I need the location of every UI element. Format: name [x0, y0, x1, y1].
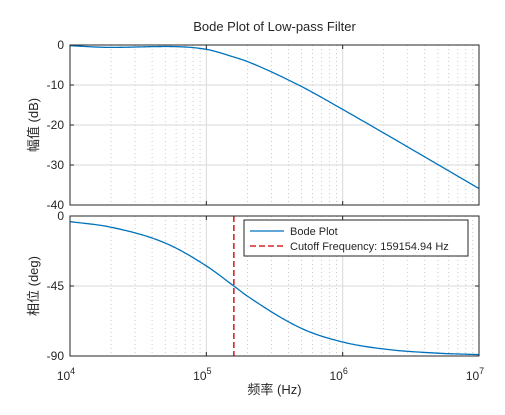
magnitude-grid — [70, 45, 479, 205]
y-tick-label: -40 — [47, 198, 65, 212]
y-tick-label: -20 — [47, 118, 65, 132]
magnitude-y-axis-label: 幅值 (dB) — [26, 98, 41, 152]
legend: Bode Plot Cutoff Frequency: 159154.94 Hz — [243, 219, 469, 257]
legend-label-cutoff: Cutoff Frequency: 159154.94 Hz — [290, 241, 449, 253]
magnitude-axes: 0 -10 -20 -30 -40 Bode Plot of Low-pass Filt… — [26, 19, 480, 212]
x-tick-label: 105 — [193, 366, 211, 383]
x-tick-label: 107 — [466, 366, 484, 383]
phase-y-ticks: 0 -45 -90 — [47, 209, 480, 363]
chart-title: Bode Plot of Low-pass Filter — [193, 19, 356, 34]
magnitude-series — [69, 45, 480, 190]
x-tick-label: 106 — [329, 366, 347, 383]
series-line-bode-plot — [69, 220, 480, 356]
frequency-x-axis-label: 频率 (Hz) — [247, 382, 301, 397]
series-line-series-0 — [69, 45, 480, 190]
legend-label-bode-plot: Bode Plot — [290, 226, 338, 238]
y-tick-label: -30 — [47, 158, 65, 172]
phase-series — [69, 216, 480, 356]
phase-grid — [70, 216, 479, 356]
y-tick-label: -45 — [47, 279, 65, 293]
x-tick-label: 104 — [57, 366, 75, 383]
y-tick-label: 0 — [57, 38, 64, 52]
y-tick-label: 0 — [57, 209, 64, 223]
phase-axes: 0 -45 -90 104 105 106 107 相位 (deg) 频率 (Hz) Bo… — [26, 209, 484, 397]
magnitude-y-ticks: 0 -10 -20 -30 -40 — [47, 38, 480, 212]
y-tick-label: -10 — [47, 78, 65, 92]
frequency-x-ticks: 104 105 106 107 — [57, 366, 484, 383]
legend-box — [243, 219, 469, 257]
y-tick-label: -90 — [47, 349, 65, 363]
phase-y-axis-label: 相位 (deg) — [26, 256, 41, 316]
